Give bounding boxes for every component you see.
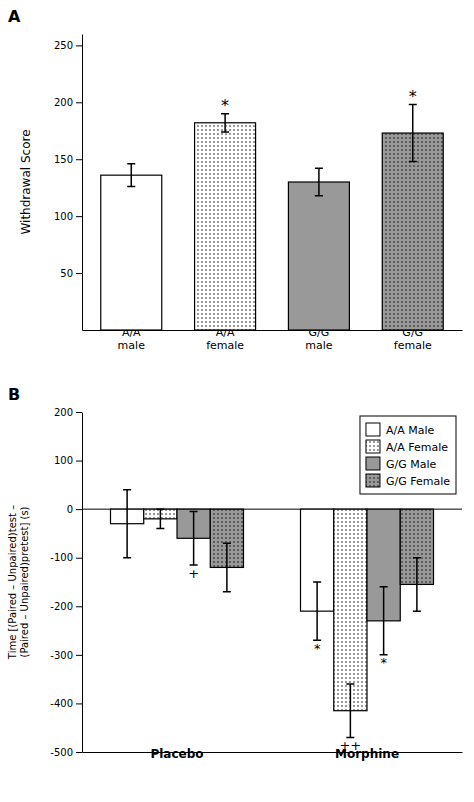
y-tick-mark [76, 703, 82, 704]
y-axis-title: Withdrawal Score [19, 129, 33, 234]
plot-area [101, 105, 443, 330]
y-tick: -400 [50, 698, 82, 709]
y-tick: 250 [54, 40, 82, 51]
legend-label: A/A Male [386, 424, 435, 437]
y-tick: -100 [50, 552, 82, 563]
y-tick-label: -300 [50, 650, 73, 661]
error-bar [123, 490, 131, 558]
y-tick: -200 [50, 601, 82, 612]
panel-label: A [8, 7, 21, 26]
y-tick-label: 200 [54, 407, 73, 418]
y-tick-mark [76, 606, 82, 607]
significance-marker: * [380, 655, 387, 670]
x-tick-label: Placebo [150, 747, 203, 761]
legend-swatch [366, 474, 380, 487]
y-tick: 100 [54, 211, 82, 222]
legend-label: G/G Male [386, 458, 437, 471]
y-tick-mark [76, 558, 82, 559]
y-tick-label: -400 [50, 698, 73, 709]
y-tick-label: 200 [54, 97, 73, 108]
y-tick-label: -500 [50, 747, 73, 758]
y-tick: 50 [60, 268, 82, 279]
error-bar [346, 684, 354, 737]
y-tick-mark [76, 752, 82, 753]
significance-marker: ++ [339, 738, 361, 753]
error-bar [127, 164, 135, 187]
y-tick-mark [76, 273, 82, 274]
bar [288, 182, 349, 330]
legend-frame [360, 416, 456, 494]
error-bar [190, 512, 198, 565]
y-tick: 200 [54, 407, 82, 418]
y-axis: 50 100 150 200 250 [54, 35, 83, 331]
y-tick-mark [76, 412, 82, 413]
y-tick-mark [76, 45, 82, 46]
x-axis: PlaceboMorphine [83, 747, 463, 761]
y-tick: 0 [67, 504, 82, 515]
y-tick-mark [76, 216, 82, 217]
legend-swatch [366, 457, 380, 470]
panel-label: B [8, 385, 20, 404]
y-tick-label: 50 [60, 268, 73, 279]
y-tick-label: 100 [54, 455, 73, 466]
panel: 50100150200250Withdrawal ScoreA/AmaleA/A… [8, 7, 463, 352]
bar [101, 175, 162, 330]
error-bar [380, 587, 388, 655]
bar [195, 123, 256, 330]
x-axis-line [83, 752, 463, 753]
error-bar [223, 543, 231, 592]
y-tick-mark [76, 159, 82, 160]
plot-area [111, 490, 434, 738]
figure: 50100150200250Withdrawal ScoreA/AmaleA/A… [0, 0, 474, 802]
y-tick-label: 100 [54, 211, 73, 222]
y-axis: -500 -400 -300 -200 -100 0 100 200 [50, 407, 82, 758]
y-tick: 200 [54, 97, 82, 108]
y-tick-label: 250 [54, 40, 73, 51]
y-tick: -300 [50, 650, 82, 661]
error-bar [409, 105, 417, 162]
y-tick: -500 [50, 747, 82, 758]
significance-marker: + [188, 566, 199, 581]
panel: -500 -400 -300 -200 -100 0 100 200 Time [(Paired… [7, 385, 463, 761]
y-axis-line [82, 413, 83, 753]
y-axis-title: Time [(Paired – Unpaired)test –(Paired –… [7, 505, 30, 660]
y-tick-mark [76, 102, 82, 103]
error-bar [156, 509, 164, 528]
bar [334, 509, 367, 711]
error-bar [313, 582, 321, 640]
y-tick-label: 150 [54, 154, 73, 165]
y-tick-label: 0 [67, 504, 73, 515]
y-tick-mark [76, 509, 82, 510]
y-axis-line [82, 35, 83, 331]
y-tick-label: -200 [50, 601, 73, 612]
x-tick: Placebo [150, 747, 203, 761]
error-bar [221, 114, 229, 132]
significance-marker: * [314, 641, 321, 656]
legend-label: A/A Female [386, 441, 448, 454]
error-bar [315, 168, 323, 195]
error-bar [413, 558, 421, 611]
y-tick-mark [76, 655, 82, 656]
bar [382, 133, 443, 330]
y-tick: 150 [54, 154, 82, 165]
legend-label: G/G Female [386, 475, 450, 488]
legend-swatch [366, 440, 380, 453]
y-tick-mark [76, 461, 82, 462]
legend: A/A Male A/A Female G/G Male G/G Female [360, 416, 456, 494]
legend-swatch [366, 423, 380, 436]
significance-marker: * [221, 96, 229, 115]
y-tick: 100 [54, 455, 82, 466]
significance-marker: * [409, 87, 417, 106]
y-tick-label: -100 [50, 552, 73, 563]
annotations: ** [221, 87, 417, 115]
annotations: + * ++ * [188, 566, 387, 753]
